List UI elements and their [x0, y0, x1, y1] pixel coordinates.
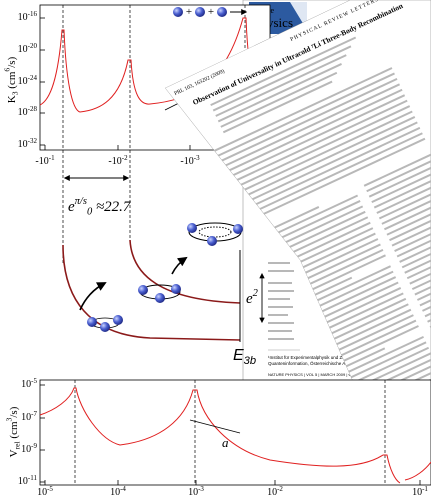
y-tick-label-part: -9	[31, 442, 37, 450]
x-tick-label: 10-5	[37, 485, 53, 498]
y-tick-label-part: -11	[28, 474, 38, 482]
x-tick-label-part: 10	[110, 487, 120, 498]
y-axis-label: Vrel (cm3/s)	[4, 406, 21, 457]
y-axis-label-part: K	[6, 95, 18, 103]
x-tick-label: -10-3	[180, 154, 200, 168]
y-axis-label-part: /s)	[6, 56, 18, 67]
x-tick-label-part: -2	[122, 154, 128, 162]
y-tick-label-part: 10	[18, 44, 28, 55]
y-tick-label: 10-20	[18, 42, 38, 56]
plus-sign: +	[208, 6, 214, 18]
y-tick-label-part: 10	[18, 139, 28, 150]
plus-sign-part: +	[208, 6, 214, 18]
slope-label-part: a	[222, 435, 229, 450]
y-tick-label-part: -16	[28, 10, 38, 18]
plus-sign-part: +	[186, 6, 192, 18]
journal-line: NATURE PHYSICS | VOL 5 | MARCH 2009 | ww…	[268, 372, 358, 377]
y-tick-label-part: -5	[31, 377, 37, 385]
x-tick-label-part: -2	[277, 485, 283, 493]
y-tick-label: 10-11	[18, 474, 38, 488]
y-tick-label-part: -28	[28, 105, 38, 113]
x-tick-label: 10-1	[412, 485, 428, 498]
x-tick-label-part: 10	[188, 487, 198, 498]
energy-label-part: E	[233, 347, 244, 364]
x-tick-label-part: -3	[194, 154, 200, 162]
x-tick-label-part: -10	[180, 156, 193, 167]
x-tick-label-part: -10	[108, 156, 121, 167]
y-tick-label-part: -7	[31, 410, 37, 418]
journal-line-part: NATURE PHYSICS | VOL 5 | MARCH 2009 | ww…	[268, 372, 358, 377]
spacing-label: eπ/s0 ≈22.7	[68, 196, 132, 218]
y-tick-label-part: 10	[18, 76, 28, 87]
x-tick-label: 10-4	[110, 485, 126, 498]
y-axis-label-part: /s)	[8, 406, 20, 417]
y-tick-label-part: 10	[21, 412, 31, 423]
y-tick-label-part: 10	[18, 107, 28, 118]
affiliation: Quanteninformation, Österreichische Aka	[268, 360, 351, 366]
x-tick-label-part: -4	[120, 485, 126, 493]
x-tick-label-part: 10	[37, 487, 47, 498]
ratio-label-part: 2	[253, 288, 259, 299]
y-tick-label-part: 10	[21, 379, 31, 390]
x-tick-label: 10-3	[188, 485, 204, 498]
x-tick-label-part: -10	[35, 156, 48, 167]
energy-label-part: 3b	[244, 355, 256, 367]
x-tick-label-part: -3	[198, 485, 204, 493]
y-tick-label-part: -24	[28, 74, 38, 82]
x-tick-label-part: -1	[49, 154, 55, 162]
x-tick-label-part: 10	[267, 487, 277, 498]
y-tick-label-part: -32	[28, 137, 38, 145]
affiliation-part: Quanteninformation, Österreichische Aka	[268, 360, 351, 366]
affiliation-part: ¹Institut für Experimentalphysik und Ze	[268, 355, 345, 360]
y-tick-label: 10-7	[21, 410, 37, 424]
vrel-plot: 10-510-710-910-1110-510-410-310-210-1Vre…	[4, 377, 431, 498]
y-tick-label-part: 10	[18, 476, 28, 487]
x-tick-label-part: -1	[422, 485, 428, 493]
y-tick-label: 10-5	[21, 377, 37, 391]
x-tick-label: -10-2	[108, 154, 128, 168]
x-tick-label-part: -5	[47, 485, 53, 493]
x-tick-label-part: 10	[412, 487, 422, 498]
plus-sign: +	[186, 6, 192, 18]
y-tick-label: 10-24	[18, 74, 38, 88]
x-tick-label: -10-1	[35, 154, 55, 168]
y-tick-label: 10-16	[18, 10, 38, 24]
y-axis-label: K3 (cm6/s)	[2, 56, 19, 103]
y-tick-label: 10-32	[18, 137, 38, 151]
slope-label: a	[222, 435, 229, 450]
y-axis-label-part: V	[8, 449, 20, 457]
y-axis-label-part: rel	[12, 441, 21, 449]
affiliation: ¹Institut für Experimentalphysik und Ze	[268, 355, 345, 360]
y-tick-label: 10-9	[21, 442, 37, 456]
y-tick-label: 10-28	[18, 105, 38, 119]
y-tick-label-part: 10	[21, 444, 31, 455]
y-axis-label-part: (cm	[6, 71, 18, 91]
spacing-label-part: π/s	[75, 196, 87, 207]
y-axis-label-part: (cm	[8, 421, 20, 441]
collage: naturephysics¹Institut für Experimentalp…	[0, 0, 431, 498]
y-tick-label-part: -20	[28, 42, 38, 50]
y-tick-label-part: 10	[18, 12, 28, 23]
x-tick-label: 10-2	[267, 485, 283, 498]
spacing-label-part: ≈22.7	[92, 199, 132, 215]
